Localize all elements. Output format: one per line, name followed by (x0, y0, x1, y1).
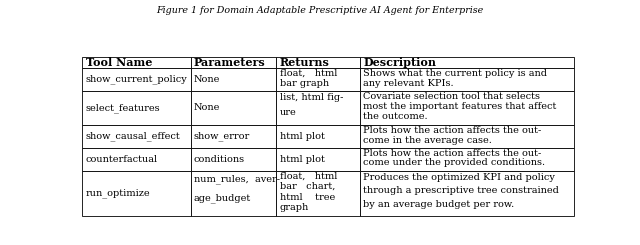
Bar (191, 148, 276, 171)
Text: show_causal_effect: show_causal_effect (86, 132, 180, 141)
Text: None: None (194, 103, 220, 112)
Text: html plot: html plot (280, 132, 324, 141)
Bar (360, 57, 573, 68)
Text: show_error: show_error (194, 132, 250, 141)
Bar (360, 125, 573, 148)
Bar (276, 148, 360, 171)
Text: html    tree: html tree (280, 193, 335, 202)
Text: the outcome.: the outcome. (364, 112, 428, 122)
Text: Plots how the action affects the out-: Plots how the action affects the out- (364, 126, 541, 135)
Bar (360, 91, 573, 125)
Bar (276, 68, 360, 91)
Text: through a prescriptive tree constrained: through a prescriptive tree constrained (364, 186, 559, 195)
Bar (83, 68, 191, 91)
Text: Figure 1 for Domain Adaptable Prescriptive AI Agent for Enterprise: Figure 1 for Domain Adaptable Prescripti… (156, 6, 484, 15)
Text: bar   chart,: bar chart, (280, 182, 335, 191)
Text: num_rules,  aver-: num_rules, aver- (194, 174, 280, 184)
Text: float,   html: float, html (280, 69, 337, 78)
Bar (191, 68, 276, 91)
Bar (191, 57, 276, 68)
Bar (191, 171, 276, 216)
Text: None: None (194, 75, 220, 84)
Text: bar graph: bar graph (280, 79, 329, 88)
Bar (360, 148, 573, 171)
Bar (276, 125, 360, 148)
Text: Shows what the current policy is and: Shows what the current policy is and (364, 69, 547, 78)
Text: Returns: Returns (280, 57, 330, 68)
Text: graph: graph (280, 203, 309, 212)
Bar (191, 125, 276, 148)
Text: float,   html: float, html (280, 172, 337, 181)
Text: Covariate selection tool that selects: Covariate selection tool that selects (364, 92, 540, 101)
Text: conditions: conditions (194, 155, 245, 164)
Text: Produces the optimized KPI and policy: Produces the optimized KPI and policy (364, 172, 556, 182)
Text: come under the provided conditions.: come under the provided conditions. (364, 159, 545, 168)
Text: Tool Name: Tool Name (86, 57, 152, 68)
Text: come in the average case.: come in the average case. (364, 136, 492, 145)
Text: most the important features that affect: most the important features that affect (364, 102, 557, 111)
Text: show_current_policy: show_current_policy (86, 75, 188, 84)
Text: list, html fig-: list, html fig- (280, 93, 343, 102)
Bar (360, 68, 573, 91)
Text: Description: Description (364, 57, 436, 68)
Bar (83, 125, 191, 148)
Text: age_budget: age_budget (194, 194, 252, 203)
Bar (276, 91, 360, 125)
Text: html plot: html plot (280, 155, 324, 164)
Text: counterfactual: counterfactual (86, 155, 158, 164)
Bar (83, 148, 191, 171)
Bar (360, 171, 573, 216)
Text: run_optimize: run_optimize (86, 189, 150, 198)
Text: by an average budget per row.: by an average budget per row. (364, 200, 515, 209)
Text: Parameters: Parameters (194, 57, 266, 68)
Bar (83, 171, 191, 216)
Bar (276, 171, 360, 216)
Text: Plots how the action affects the out-: Plots how the action affects the out- (364, 148, 541, 158)
Bar (191, 91, 276, 125)
Bar (83, 91, 191, 125)
Text: ure: ure (280, 108, 297, 117)
Bar (276, 57, 360, 68)
Text: any relevant KPIs.: any relevant KPIs. (364, 79, 454, 88)
Bar (83, 57, 191, 68)
Text: select_features: select_features (86, 103, 161, 113)
